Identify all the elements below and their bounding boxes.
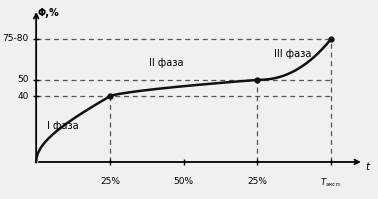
Text: 40: 40 — [17, 92, 29, 101]
Text: 75-80: 75-80 — [3, 34, 29, 43]
Text: I фаза: I фаза — [47, 121, 79, 131]
Text: $T_{\rm \mathregular{эксп.}}$: $T_{\rm \mathregular{эксп.}}$ — [320, 177, 342, 189]
Text: 25%: 25% — [100, 177, 120, 186]
Text: Φ,%: Φ,% — [38, 8, 59, 18]
Text: 50: 50 — [17, 75, 29, 84]
Text: t: t — [365, 162, 369, 172]
Text: 50%: 50% — [174, 177, 194, 186]
Text: III фаза: III фаза — [274, 49, 311, 59]
Text: II фаза: II фаза — [149, 59, 183, 68]
Text: 25%: 25% — [248, 177, 268, 186]
